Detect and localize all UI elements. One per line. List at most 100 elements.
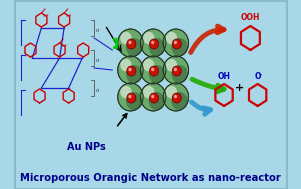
Circle shape	[173, 67, 179, 74]
Circle shape	[169, 35, 183, 51]
Circle shape	[175, 42, 176, 44]
Circle shape	[123, 89, 138, 105]
Circle shape	[141, 29, 166, 57]
Circle shape	[143, 86, 163, 108]
Text: n: n	[96, 88, 99, 94]
Circle shape	[141, 83, 166, 111]
Circle shape	[149, 93, 157, 101]
Circle shape	[124, 90, 137, 104]
Circle shape	[166, 87, 185, 108]
FancyArrowPatch shape	[191, 102, 211, 114]
Circle shape	[141, 30, 165, 56]
Circle shape	[128, 67, 133, 73]
Circle shape	[145, 89, 161, 105]
FancyArrowPatch shape	[192, 79, 224, 92]
Circle shape	[172, 93, 180, 101]
FancyArrowPatch shape	[191, 26, 224, 53]
Circle shape	[173, 94, 179, 101]
Circle shape	[171, 37, 181, 49]
Circle shape	[172, 93, 181, 103]
Circle shape	[165, 85, 187, 109]
Circle shape	[122, 61, 139, 79]
Circle shape	[163, 56, 189, 84]
Circle shape	[153, 69, 154, 71]
Circle shape	[164, 84, 187, 110]
Circle shape	[153, 96, 154, 98]
Circle shape	[169, 89, 183, 105]
Circle shape	[141, 83, 166, 111]
Circle shape	[129, 95, 132, 98]
Circle shape	[127, 40, 134, 46]
Circle shape	[149, 39, 157, 47]
Circle shape	[142, 31, 164, 55]
Circle shape	[122, 33, 139, 53]
Circle shape	[173, 40, 179, 46]
Circle shape	[129, 95, 132, 99]
Circle shape	[163, 56, 189, 84]
Text: O: O	[254, 72, 261, 81]
Circle shape	[145, 62, 161, 78]
Circle shape	[121, 60, 140, 81]
Circle shape	[149, 38, 165, 56]
Circle shape	[122, 60, 139, 80]
Text: OOH: OOH	[240, 13, 260, 22]
Circle shape	[148, 37, 158, 49]
Circle shape	[120, 86, 132, 98]
Circle shape	[130, 96, 131, 98]
Circle shape	[126, 38, 143, 56]
Circle shape	[166, 59, 177, 71]
Circle shape	[145, 35, 161, 51]
Circle shape	[125, 64, 135, 76]
Circle shape	[172, 66, 181, 76]
Circle shape	[174, 95, 177, 98]
Circle shape	[163, 83, 189, 111]
Circle shape	[118, 84, 143, 110]
Circle shape	[166, 32, 186, 54]
Circle shape	[127, 67, 134, 74]
Circle shape	[143, 32, 163, 54]
Circle shape	[129, 42, 132, 44]
Circle shape	[151, 41, 154, 44]
Circle shape	[174, 68, 178, 72]
Circle shape	[168, 35, 184, 51]
Circle shape	[119, 85, 141, 109]
Circle shape	[151, 95, 155, 99]
Circle shape	[165, 31, 187, 55]
Circle shape	[171, 91, 181, 103]
Circle shape	[149, 92, 158, 102]
Circle shape	[145, 34, 161, 52]
Circle shape	[151, 41, 155, 45]
Circle shape	[151, 68, 154, 71]
Circle shape	[152, 42, 154, 44]
Circle shape	[173, 67, 178, 73]
Circle shape	[119, 57, 142, 83]
Circle shape	[118, 83, 143, 111]
Circle shape	[148, 91, 158, 103]
Circle shape	[141, 57, 165, 83]
Circle shape	[163, 29, 189, 57]
Circle shape	[166, 59, 186, 81]
Circle shape	[175, 96, 176, 98]
Circle shape	[172, 38, 188, 56]
Circle shape	[145, 88, 161, 106]
Circle shape	[164, 30, 188, 56]
Circle shape	[168, 89, 184, 105]
Circle shape	[174, 95, 178, 99]
Circle shape	[130, 42, 131, 44]
Circle shape	[119, 31, 141, 55]
Circle shape	[128, 94, 133, 100]
Circle shape	[150, 94, 156, 100]
Circle shape	[147, 64, 159, 76]
Circle shape	[125, 91, 135, 103]
Circle shape	[130, 69, 131, 71]
Circle shape	[141, 84, 165, 110]
Circle shape	[126, 92, 135, 102]
Circle shape	[149, 66, 157, 74]
Circle shape	[165, 58, 187, 82]
Circle shape	[123, 35, 138, 51]
Circle shape	[172, 92, 180, 102]
Circle shape	[120, 59, 141, 81]
Circle shape	[151, 68, 155, 72]
Circle shape	[151, 95, 154, 98]
Circle shape	[124, 63, 137, 77]
